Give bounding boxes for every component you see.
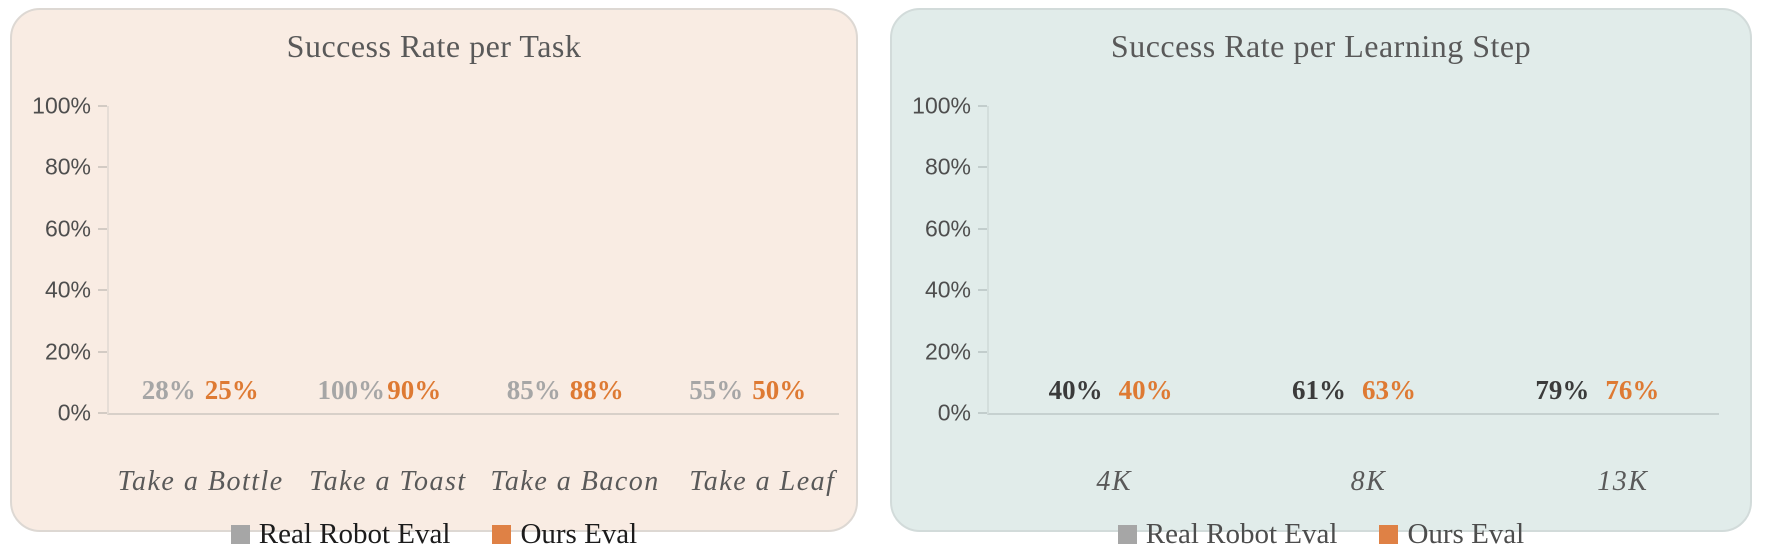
chart-title: Success Rate per Learning Step	[1110, 28, 1532, 64]
y-axis: 100% 80% 60% 40% 20% 0%	[12, 93, 107, 426]
y-axis-tick-label: 100%	[912, 92, 971, 119]
chart-card-learning-step: Success Rate per Learning Step 100% 80% 60…	[890, 8, 1752, 550]
legend-swatch-ours-eval	[492, 524, 512, 544]
y-axis-tick-label: 0%	[57, 399, 91, 426]
value-label: 79%	[1535, 375, 1590, 405]
y-axis-tick-mark	[98, 350, 107, 353]
y-axis-tick-mark	[978, 166, 987, 169]
legend-swatch-ours-eval	[1379, 524, 1399, 544]
y-axis-tick-label: 60%	[44, 215, 91, 242]
legend: Real Robot Eval Ours Eval	[12, 517, 856, 551]
y-axis-tick-label: 20%	[924, 338, 971, 365]
y-axis-tick-label: 80%	[924, 153, 971, 180]
x-axis-labels: Take a Bottle Take a Toast Take a Bacon Tak…	[107, 465, 856, 499]
value-label: 85%	[506, 375, 561, 405]
legend-swatch-real-robot-eval	[1117, 524, 1137, 544]
plot-body: 40% 40% 61% 63% 79% 76%	[978, 105, 1719, 415]
x-axis-category-label: 8K	[1350, 466, 1387, 497]
bar-groups: 40% 40% 61% 63% 79% 76%	[989, 106, 1719, 413]
value-label: 55%	[689, 375, 744, 405]
legend-item-real-robot-eval: Real Robot Eval	[1117, 517, 1338, 551]
y-axis-tick-mark	[978, 350, 987, 353]
value-label: 50%	[752, 375, 807, 405]
y-axis-tick-label: 40%	[924, 276, 971, 303]
x-axis-category-label: Take a Leaf	[689, 466, 836, 497]
x-axis-category-label: Take a Toast	[309, 466, 467, 497]
x-axis-category-label: Take a Bottle	[117, 466, 284, 497]
value-label: 76%	[1605, 375, 1660, 405]
legend-item-real-robot-eval: Real Robot Eval	[230, 517, 451, 551]
y-axis-tick-mark	[98, 166, 107, 169]
plot-area: 100% 80% 60% 40% 20% 0% 28% 25% 100% 90% 85% 88% 55…	[12, 93, 856, 426]
x-axis: 4K 8K 13K	[892, 453, 1750, 499]
value-label: 63%	[1361, 375, 1416, 405]
y-axis-tick-mark	[978, 105, 987, 107]
value-label: 61%	[1291, 375, 1346, 405]
chart-title: Success Rate per Task	[286, 28, 582, 64]
y-axis-tick-mark	[978, 412, 987, 414]
y-axis-tick-label: 40%	[44, 276, 91, 303]
y-axis: 100% 80% 60% 40% 20% 0%	[892, 93, 987, 426]
y-axis-tick-mark	[98, 105, 107, 107]
plot-area: 100% 80% 60% 40% 20% 0% 40% 40% 61% 63% 79% 76%	[892, 93, 1750, 426]
chart-card-task: Success Rate per Task 100% 80% 60% 40% 20% 0%…	[10, 8, 858, 550]
y-axis-tick-label: 20%	[44, 338, 91, 365]
plot-body: 28% 25% 100% 90% 85% 88% 55% 50%	[98, 105, 839, 415]
value-label: 40%	[1118, 375, 1173, 405]
x-axis-labels: 4K 8K 13K	[987, 465, 1750, 499]
legend-item-ours-eval: Ours Eval	[492, 517, 637, 551]
value-label: 40%	[1048, 375, 1103, 405]
y-axis-tick-mark	[98, 227, 107, 230]
legend-swatch-real-robot-eval	[230, 524, 250, 544]
x-axis: Take a Bottle Take a Toast Take a Bacon Tak…	[12, 453, 856, 499]
x-axis-spacer	[12, 453, 107, 499]
legend-label: Ours Eval	[520, 518, 638, 550]
x-axis-category-label: 13K	[1597, 466, 1649, 497]
y-axis-tick-label: 100%	[32, 92, 91, 119]
value-label: 100%	[317, 375, 386, 405]
legend: Real Robot Eval Ours Eval	[892, 517, 1750, 551]
legend-label: Real Robot Eval	[258, 518, 451, 550]
y-axis-tick-mark	[978, 289, 987, 292]
x-axis-category-label: Take a Bacon	[490, 466, 660, 497]
value-label: 25%	[204, 375, 259, 405]
value-label: 90%	[387, 375, 442, 405]
value-label: 88%	[569, 375, 624, 405]
y-axis-tick-mark	[98, 289, 107, 292]
y-axis-tick-label: 80%	[44, 153, 91, 180]
x-axis-spacer	[892, 453, 987, 499]
legend-item-ours-eval: Ours Eval	[1379, 517, 1524, 551]
y-axis-tick-mark	[98, 412, 107, 414]
y-axis-tick-mark	[978, 227, 987, 230]
legend-label: Ours Eval	[1407, 518, 1525, 550]
bar-groups: 28% 25% 100% 90% 85% 88% 55% 50%	[109, 106, 839, 413]
y-axis-tick-label: 0%	[937, 399, 971, 426]
y-axis-tick-label: 60%	[924, 215, 971, 242]
value-label: 28%	[141, 375, 196, 405]
x-axis-category-label: 4K	[1096, 466, 1132, 497]
legend-label: Real Robot Eval	[1145, 518, 1338, 550]
